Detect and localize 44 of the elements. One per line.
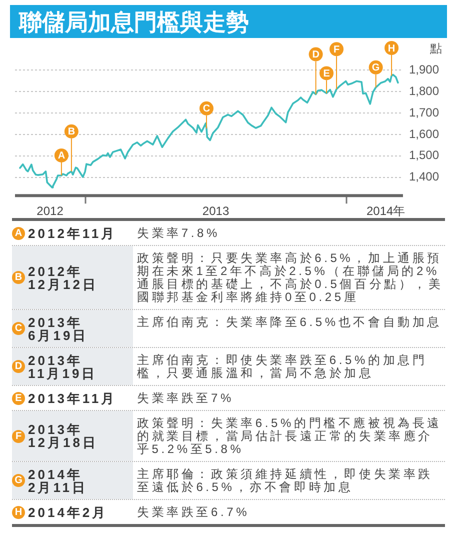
y-tick-label: 1,800 — [408, 84, 440, 98]
y-tick-label: 1,400 — [408, 170, 440, 184]
annotation: F — [333, 44, 340, 56]
annotation: A — [58, 150, 66, 162]
x-tick-label: 2012 — [36, 204, 64, 218]
x-tick-label: 2013 — [202, 204, 230, 218]
letter-badge: A — [12, 226, 25, 240]
letter-badge: H — [12, 506, 25, 518]
letter-badge: C — [12, 322, 25, 335]
y-tick-label: 1,600 — [408, 126, 440, 141]
chart-title: 聯儲局加息門檻與走勢 — [19, 9, 249, 35]
y-tick-label: 1,900 — [408, 62, 440, 76]
text: 政策聲明：失業率6.5%的門檻不應被視為長遠的就業目標，當局估計長遠正常的失業率應介乎5.2%至5.8% — [136, 414, 443, 458]
text: 失業率7.8% — [136, 224, 221, 242]
text: 2013年11月 — [28, 390, 117, 406]
text: 2014年2月 — [28, 504, 108, 520]
text: 失業率跌至6.7% — [136, 504, 251, 520]
text: 2012年 12月12日 — [28, 264, 99, 292]
letter-badge: F — [12, 430, 25, 442]
text: 2012年11月 — [28, 226, 117, 240]
text: 2014年 2月11日 — [28, 466, 88, 494]
letter-badge: E — [12, 392, 25, 404]
text: 主席伯南克：即使失業率跌至6.5%的加息門檻，只要通脹溫和，當局不急於加息 — [136, 352, 428, 382]
letter-badge: B — [12, 271, 25, 284]
annotation: G — [372, 62, 380, 74]
text: 主席伯南克：失業率降至6.5%也不會自動加息 — [136, 314, 443, 330]
text: 政策聲明：只要失業率高於6.5%，加上通脹預期在未來1至2年不高於2.5%（在聯儲局的2%通脹目標的基礎上，不高於0.5個百分點），美國聯邦基金利率將維持0至0.25厘 — [136, 250, 444, 306]
letter-badge: G — [12, 474, 25, 487]
annotation: E — [323, 68, 330, 80]
letter-badge: D — [12, 360, 25, 373]
text: 2013年 6月19日 — [28, 314, 90, 342]
y-tick-label: 1,700 — [408, 105, 440, 120]
title-banner: 聯儲局加息門檻與走勢 — [10, 5, 447, 38]
x-tick-label: 2014年 — [366, 204, 406, 218]
y-axis-title: 點 — [429, 41, 442, 56]
text: 失業率跌至7% — [136, 390, 235, 406]
text: 主席耶倫：政策須維持延續性，即使失業率跌至遠低於6.5%，亦不會即時加息 — [136, 466, 434, 496]
text: 2013年 11月19日 — [28, 352, 98, 380]
annotation: C — [202, 104, 210, 115]
annotation: D — [312, 50, 320, 61]
y-tick-label: 1,500 — [408, 148, 440, 162]
annotation: H — [388, 43, 396, 54]
annotation: B — [68, 126, 76, 138]
text: 2013年 12月18日 — [28, 422, 99, 450]
